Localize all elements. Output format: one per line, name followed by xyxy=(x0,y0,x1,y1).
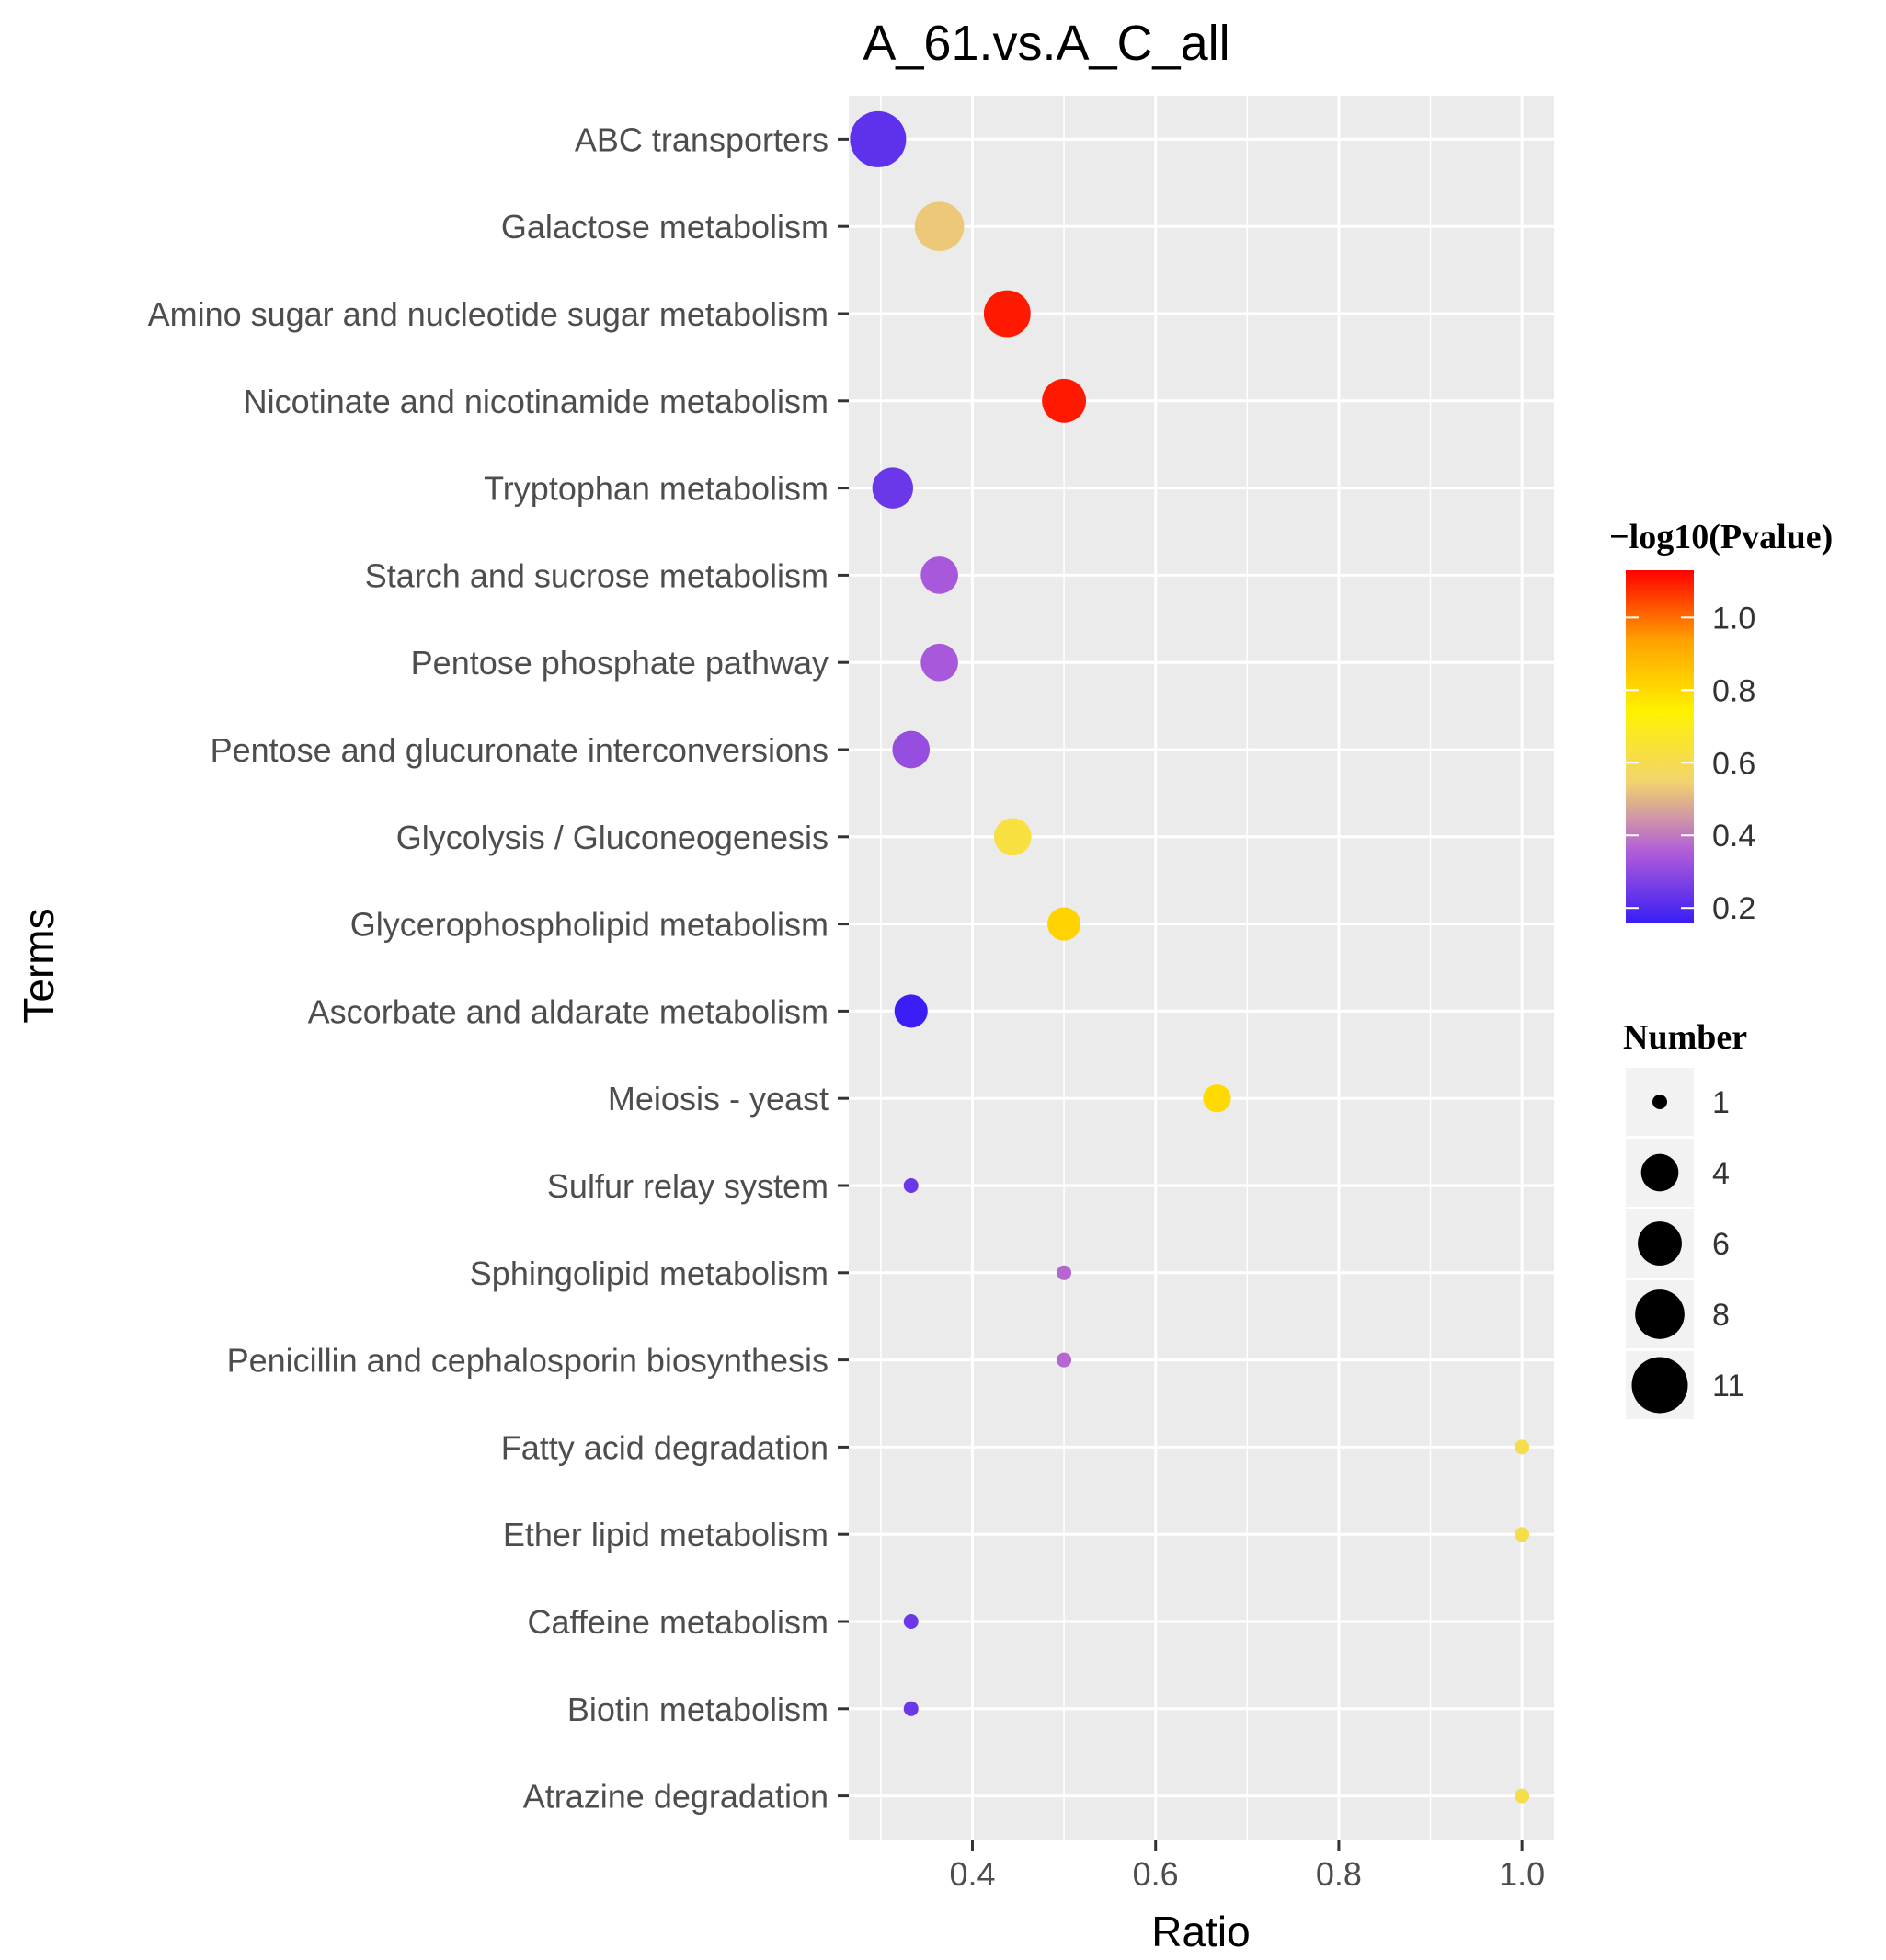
data-point xyxy=(914,201,965,252)
y-tick-label: Pentose and glucuronate interconversions xyxy=(211,731,829,769)
size-legend-label: 1 xyxy=(1712,1085,1730,1120)
x-tick-label: 0.4 xyxy=(949,1855,995,1893)
y-tick-label: Tryptophan metabolism xyxy=(484,470,829,508)
data-point xyxy=(894,994,928,1028)
y-tick-label: Caffeine metabolism xyxy=(528,1603,829,1641)
y-tick-label: Sulfur relay system xyxy=(547,1167,829,1205)
size-legend-label: 11 xyxy=(1712,1369,1744,1404)
size-legend-dot xyxy=(1652,1095,1667,1109)
chart-title: A_61.vs.A_C_all xyxy=(863,16,1229,71)
size-legend-label: 4 xyxy=(1712,1156,1730,1191)
data-point xyxy=(993,818,1032,856)
y-tick-label: Galactose metabolism xyxy=(501,208,829,246)
data-point xyxy=(1203,1084,1231,1113)
data-point xyxy=(1515,1439,1530,1455)
color-legend-label: 1.0 xyxy=(1712,601,1755,636)
size-legend-label: 6 xyxy=(1712,1227,1730,1262)
x-axis-label: Ratio xyxy=(1151,1908,1250,1955)
data-point xyxy=(920,643,958,682)
data-point xyxy=(903,1178,919,1193)
data-point xyxy=(903,1614,919,1629)
color-legend-label: 0.2 xyxy=(1712,891,1755,926)
size-legend-title: Number xyxy=(1623,1018,1747,1057)
size-legend-dot xyxy=(1640,1153,1679,1192)
data-point xyxy=(1042,378,1086,423)
color-bar xyxy=(1626,570,1694,923)
data-point xyxy=(903,1701,919,1716)
y-tick-label: Ether lipid metabolism xyxy=(503,1516,829,1553)
size-legend-dot xyxy=(1631,1357,1688,1414)
panel-background xyxy=(849,96,1554,1840)
y-tick-label: Glycerophospholipid metabolism xyxy=(350,906,829,944)
y-tick-label: Fatty acid degradation xyxy=(501,1428,829,1466)
y-tick-label: Nicotinate and nicotinamide metabolism xyxy=(244,383,829,420)
data-point xyxy=(1057,1352,1072,1368)
data-point xyxy=(872,467,914,509)
y-tick-label: Atrazine degradation xyxy=(523,1778,829,1816)
data-point xyxy=(920,556,958,594)
data-point xyxy=(1515,1788,1530,1804)
color-legend-title: −log10(Pvalue) xyxy=(1609,518,1833,556)
plot-panel: ABC transporters Galactose metabolism Amin… xyxy=(148,96,1554,1893)
y-tick-label: Amino sugar and nucleotide sugar metabol… xyxy=(148,295,829,333)
y-tick-label: Penicillin and cephalosporin biosynthesi… xyxy=(227,1342,829,1380)
data-point xyxy=(850,110,907,167)
y-tick-label: Meiosis - yeast xyxy=(608,1080,829,1118)
x-tick-label: 1.0 xyxy=(1499,1855,1545,1893)
y-axis-label: Terms xyxy=(15,908,63,1023)
size-legend: Number 1 4 6 8 11 xyxy=(1623,1018,1747,1419)
data-point xyxy=(1047,907,1081,941)
x-tick-label: 0.8 xyxy=(1316,1855,1362,1893)
color-legend: −log10(Pvalue) 0.2 0.4 0.6 0.8 1.0 xyxy=(1609,518,1833,926)
data-point xyxy=(892,730,931,769)
color-legend-label: 0.8 xyxy=(1712,673,1755,708)
x-tick-label: 0.6 xyxy=(1133,1855,1179,1893)
data-point xyxy=(1057,1265,1072,1280)
size-legend-dot xyxy=(1635,1289,1685,1339)
size-legend-label: 8 xyxy=(1712,1298,1730,1333)
y-tick-label: Glycolysis / Gluconeogenesis xyxy=(396,819,829,856)
data-point xyxy=(1515,1527,1530,1542)
data-point xyxy=(983,290,1031,338)
color-legend-label: 0.6 xyxy=(1712,746,1755,781)
y-tick-label: Ascorbate and aldarate metabolism xyxy=(308,992,829,1030)
y-tick-label: Pentose phosphate pathway xyxy=(411,644,829,682)
y-tick-label: ABC transporters xyxy=(575,120,829,158)
y-tick-label: Biotin metabolism xyxy=(567,1691,829,1728)
color-legend-label: 0.4 xyxy=(1712,819,1755,854)
y-tick-label: Starch and sucrose metabolism xyxy=(365,556,829,594)
size-legend-dot xyxy=(1638,1221,1682,1266)
y-tick-label: Sphingolipid metabolism xyxy=(470,1255,829,1292)
